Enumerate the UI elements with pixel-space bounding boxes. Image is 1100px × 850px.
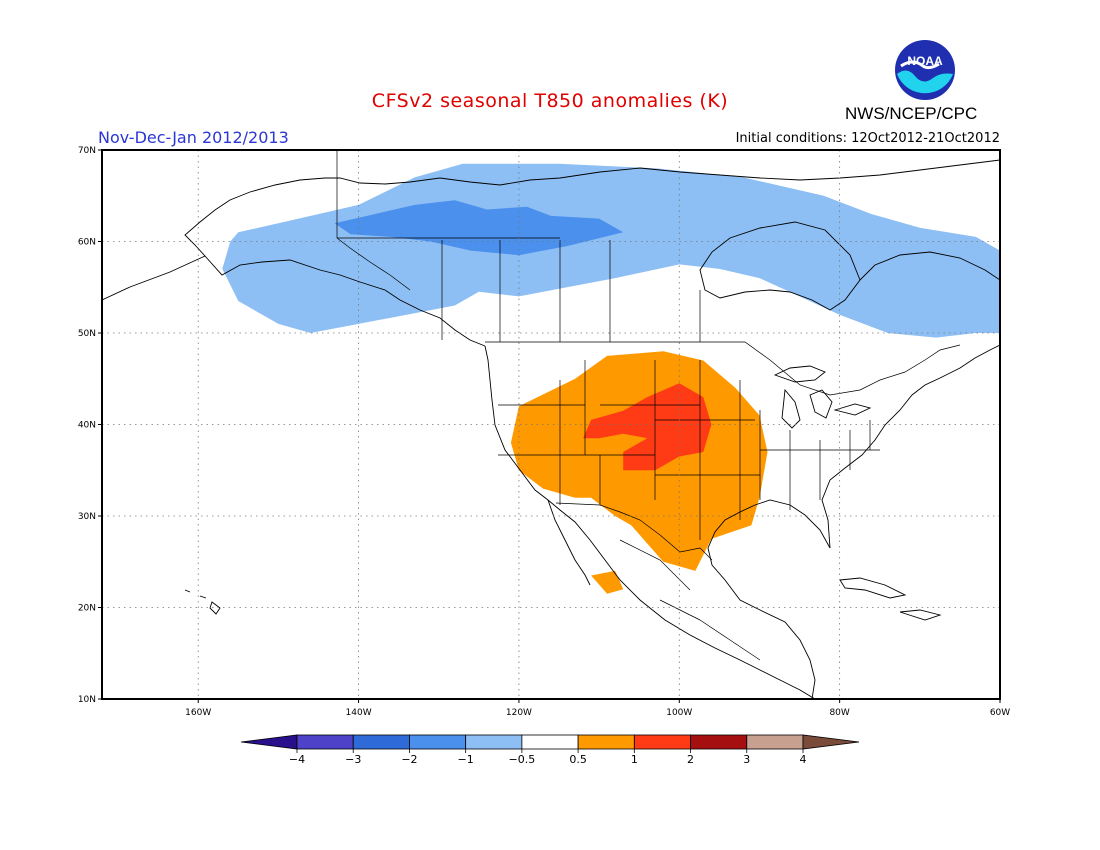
lat-tick-label: 40N [78,421,96,431]
colorbar: −4 −3 −2 −1 −0.5 0.5 1 2 3 4 [240,734,860,766]
colorbar-label: 4 [800,753,807,766]
lat-tick-label: 10N [78,695,96,705]
longitude-ticks: 160W 140W 120W 100W 80W 60W [185,699,1010,718]
agency-label: NWS/NCEP/CPC [845,104,978,123]
graticule [102,150,1000,699]
colorbar-swatch [577,734,635,750]
initial-conditions-label: Initial conditions: 12Oct2012-21Oct2012 [735,131,1000,146]
coastlines [102,159,1000,699]
svg-text:NOAA: NOAA [907,54,943,68]
colorbar-swatch [352,734,410,750]
colorbar-swatch [409,734,467,750]
lat-tick-label: 50N [78,329,96,339]
period-label: Nov-Dec-Jan 2012/2013 [98,128,289,147]
anomaly-cool-core-north [334,200,624,256]
colorbar-arrow-low [240,734,298,750]
colorbar-swatch [690,734,748,750]
lon-tick-label: 60W [990,708,1010,718]
lat-tick-label: 60N [78,238,96,248]
anomaly-shading [222,163,1000,594]
lat-tick-label: 70N [78,146,96,156]
map-title: CFSv2 seasonal T850 anomalies (K) [371,90,729,112]
lon-tick-label: 160W [185,708,211,718]
latitude-ticks: 70N 60N 50N 40N 30N 20N 10N [78,146,102,705]
lat-tick-label: 30N [78,512,96,522]
lon-tick-label: 120W [506,708,532,718]
colorbar-label: 3 [743,753,750,766]
noaa-logo-icon: NOAA [895,40,955,100]
colorbar-swatch [633,734,691,750]
lat-tick-label: 20N [78,604,96,614]
lon-tick-label: 140W [346,708,372,718]
lon-tick-label: 80W [829,708,849,718]
colorbar-swatch [296,734,354,750]
colorbar-label: −3 [345,753,361,766]
colorbar-label: 0.5 [569,753,587,766]
political-borders [336,150,961,661]
colorbar-label: 1 [631,753,638,766]
colorbar-arrow-high [802,734,860,750]
lon-tick-label: 100W [666,708,692,718]
anomaly-warm-region-baja [591,570,624,594]
colorbar-label: −4 [289,753,305,766]
colorbar-swatch [465,734,523,750]
colorbar-swatch [521,734,579,750]
colorbar-label: 2 [687,753,694,766]
colorbar-swatch [746,734,804,750]
colorbar-label: −0.5 [509,753,536,766]
colorbar-label: −2 [401,753,417,766]
colorbar-label: −1 [458,753,474,766]
